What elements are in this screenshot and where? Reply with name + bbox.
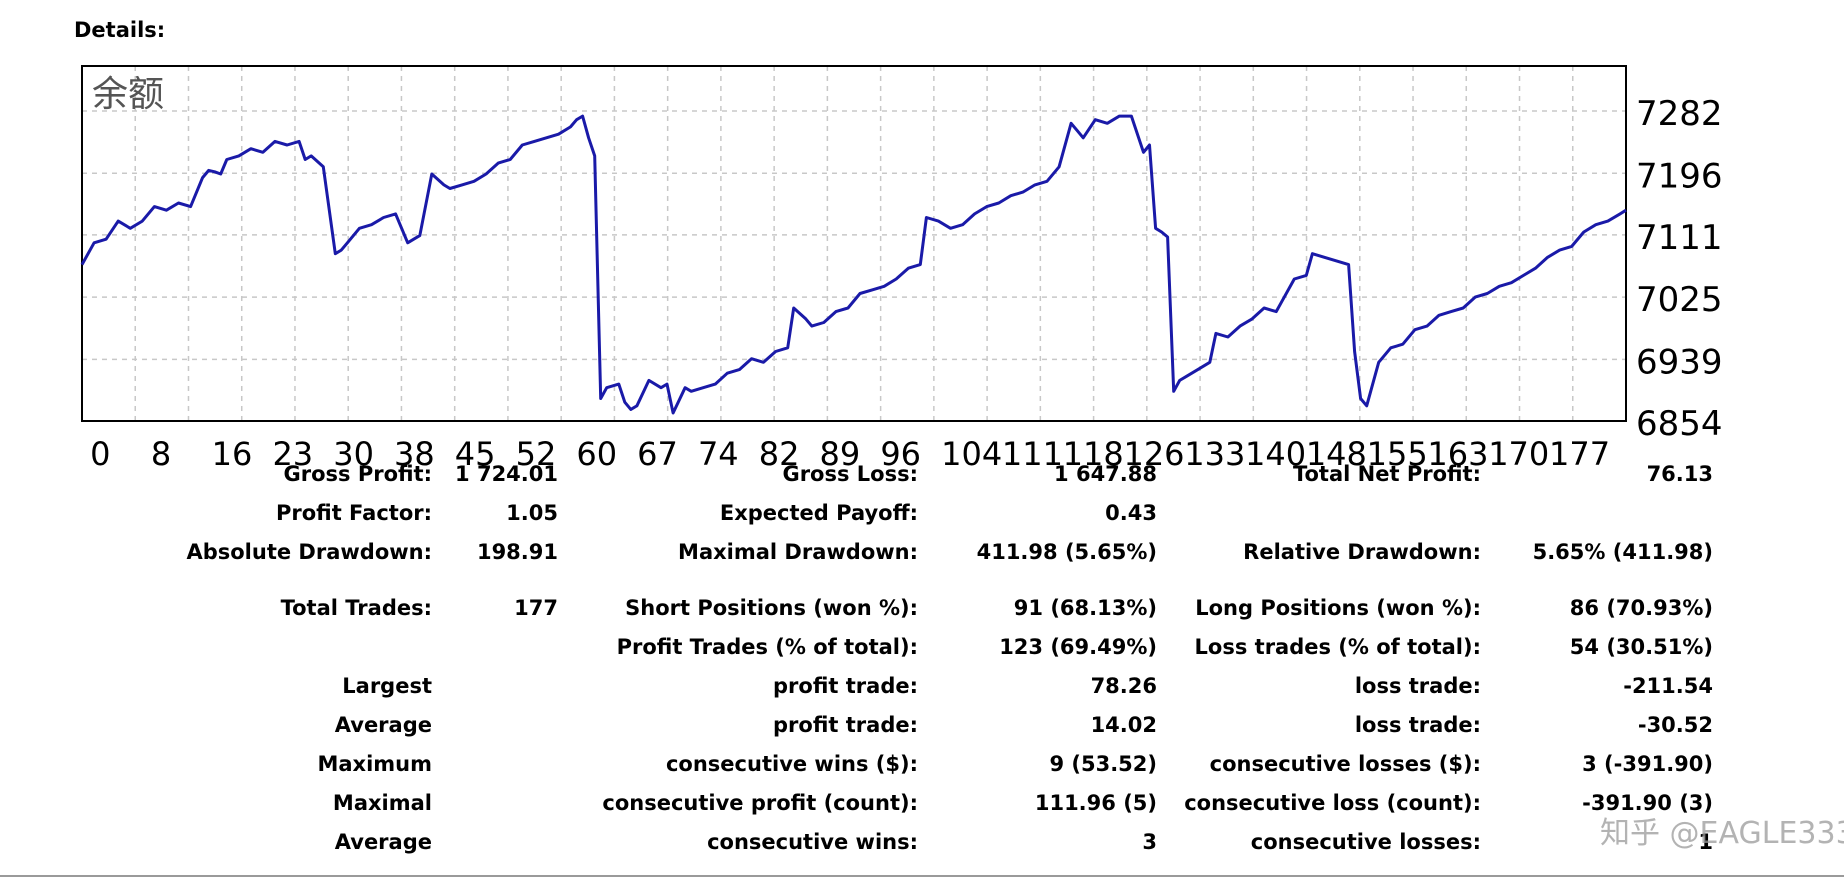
x-tick-label: 118 <box>1063 435 1124 470</box>
stat-label: Gross Loss: <box>782 462 918 486</box>
stat-value: 198.91 <box>476 540 558 564</box>
balance-series-line <box>80 114 1627 415</box>
x-tick-label: 96 <box>880 435 921 470</box>
stat-label: Maximal <box>332 791 432 815</box>
stat-label: profit trade: <box>773 674 918 698</box>
details-title: Details: <box>74 18 166 42</box>
stat-label: Loss trades (% of total): <box>1194 635 1481 659</box>
x-tick-label: 74 <box>698 435 739 470</box>
stat-label: Profit Factor: <box>275 501 432 525</box>
stat-value: 5.65% (411.98) <box>1532 540 1713 564</box>
stat-label: Expected Payoff: <box>719 501 918 525</box>
stat-label: Maximal Drawdown: <box>678 540 918 564</box>
x-tick-label: 126 <box>1123 435 1184 470</box>
stat-label: Total Net Profit: <box>1292 462 1481 486</box>
stat-label: Profit Trades (% of total): <box>616 635 918 659</box>
x-tick-label: 89 <box>820 435 861 470</box>
y-tick-label: 7196 <box>1636 156 1723 196</box>
stat-value: 1 724.01 <box>455 462 558 486</box>
stat-value: -211.54 <box>1623 674 1713 698</box>
stat-label: consecutive profit (count): <box>602 791 918 815</box>
x-tick-label: 8 <box>151 435 171 470</box>
stat-value: 1.05 <box>506 501 558 525</box>
stat-value: -30.52 <box>1637 713 1713 737</box>
stat-value: 76.13 <box>1646 462 1713 486</box>
x-tick-label: 23 <box>272 435 313 470</box>
y-tick-label: 7111 <box>1636 218 1723 258</box>
stat-value: 0.43 <box>1105 501 1157 525</box>
stat-label: Average <box>334 830 432 854</box>
balance-chart: 余额 7282 7196 7111 7025 6939 6854 0 8 16 23 30 38 45 52… <box>80 65 1723 470</box>
x-tick-label: 30 <box>333 435 374 470</box>
x-tick-label: 133 <box>1184 435 1245 470</box>
y-tick-label: 6939 <box>1636 342 1723 382</box>
x-tick-label: 111 <box>1002 435 1063 470</box>
bottom-divider <box>0 875 1844 877</box>
stat-value: 177 <box>514 596 558 620</box>
stat-label: Largest <box>342 674 432 698</box>
x-tick-label: 155 <box>1367 435 1428 470</box>
x-tick-label: 163 <box>1427 435 1488 470</box>
stat-value: 91 (68.13%) <box>1013 596 1157 620</box>
chart-title: 余额 <box>92 74 164 115</box>
y-tick-label: 7025 <box>1636 280 1723 320</box>
stat-value: 111.96 (5) <box>1034 791 1157 815</box>
x-tick-label: 45 <box>455 435 496 470</box>
stat-label: consecutive wins: <box>707 830 918 854</box>
stat-value: 14.02 <box>1090 713 1157 737</box>
x-tick-label: 67 <box>637 435 678 470</box>
x-tick-label: 38 <box>394 435 435 470</box>
stat-label: consecutive losses: <box>1250 830 1481 854</box>
x-tick-label: 104 <box>941 435 1002 470</box>
stat-value: -391.90 (3) <box>1582 791 1713 815</box>
x-tick-label: 148 <box>1306 435 1367 470</box>
x-tick-label: 0 <box>90 435 110 470</box>
stat-label: Total Trades: <box>280 596 432 620</box>
stat-label: consecutive losses ($): <box>1209 752 1481 776</box>
stat-value: 9 (53.52) <box>1049 752 1157 776</box>
stat-label: profit trade: <box>773 713 918 737</box>
x-tick-label: 140 <box>1245 435 1306 470</box>
watermark: 知乎 @EAGLE333 <box>1600 816 1844 851</box>
stat-value: 411.98 (5.65%) <box>976 540 1157 564</box>
stat-label: loss trade: <box>1354 713 1481 737</box>
stat-label: Short Positions (won %): <box>625 596 918 620</box>
stat-label: consecutive wins ($): <box>665 752 918 776</box>
x-tick-label: 170 <box>1488 435 1549 470</box>
stat-value: 86 (70.93%) <box>1569 596 1713 620</box>
x-tick-label: 177 <box>1549 435 1610 470</box>
stat-label: Relative Drawdown: <box>1243 540 1481 564</box>
stat-label: consecutive loss (count): <box>1184 791 1481 815</box>
stat-label: Gross Profit: <box>283 462 432 486</box>
stat-label: Maximum <box>317 752 432 776</box>
stat-value: 54 (30.51%) <box>1569 635 1713 659</box>
x-tick-label: 52 <box>516 435 557 470</box>
stat-value: 1 647.88 <box>1054 462 1157 486</box>
y-tick-label: 7282 <box>1636 94 1723 134</box>
stat-value: 1 <box>1698 830 1713 854</box>
stat-label: Absolute Drawdown: <box>186 540 432 564</box>
stat-label: Long Positions (won %): <box>1195 596 1481 620</box>
stat-value: 123 (69.49%) <box>999 635 1157 659</box>
y-tick-label: 6854 <box>1636 404 1723 444</box>
stat-label: loss trade: <box>1354 674 1481 698</box>
stat-value: 3 <box>1142 830 1157 854</box>
plot-frame <box>81 65 1627 422</box>
x-tick-label: 60 <box>576 435 617 470</box>
stat-value: 3 (-391.90) <box>1582 752 1713 776</box>
x-tick-label: 16 <box>212 435 253 470</box>
x-tick-label: 82 <box>759 435 800 470</box>
stat-label: Average <box>334 713 432 737</box>
stat-value: 78.26 <box>1090 674 1157 698</box>
